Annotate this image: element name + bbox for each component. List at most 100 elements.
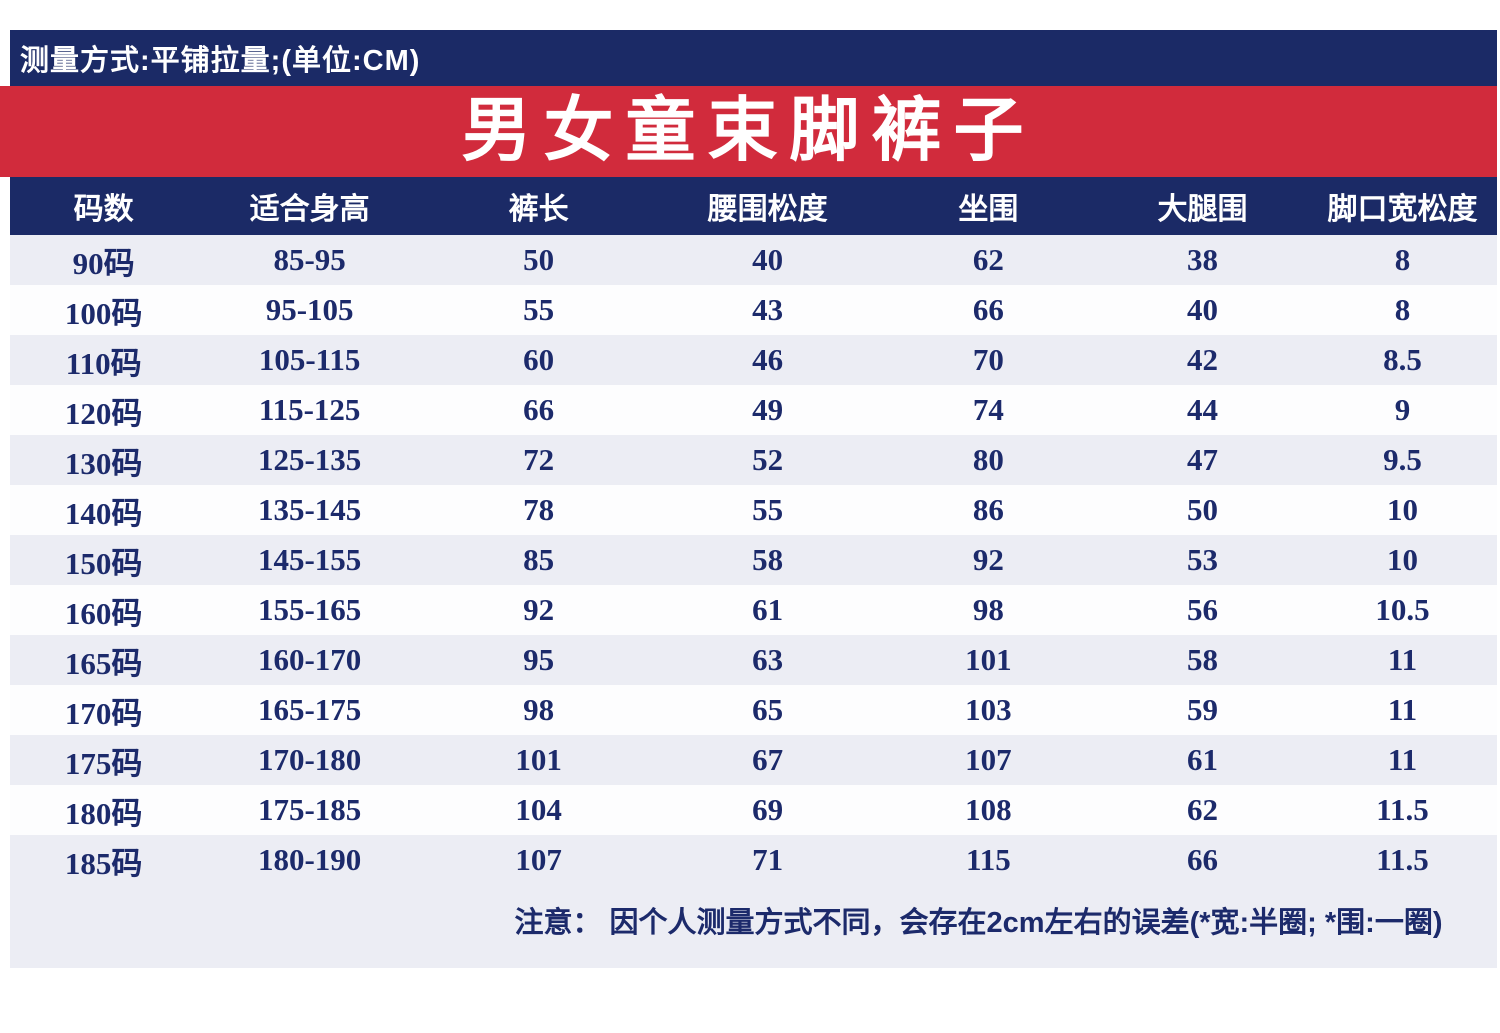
table-row: 130码 125-135 72 52 80 47 9.5 (10, 435, 1497, 485)
size-cell: 150码 (64, 545, 143, 581)
column-header-pant-length: 裤长 (508, 193, 569, 226)
value-cell: 61 (1187, 742, 1219, 777)
value-cell: 52 (752, 442, 784, 477)
value-cell: 67 (752, 742, 784, 777)
value-cell: 56 (1187, 592, 1219, 627)
value-cell: 85-95 (273, 242, 346, 277)
table-row: 180码 175-185 104 69 108 62 11.5 (10, 785, 1497, 835)
value-cell: 58 (752, 542, 784, 577)
table-body: 90码 85-95 50 40 62 38 8 100码 95-105 55 43 66 40 8 110码… (0, 235, 1500, 885)
size-cell: 140码 (64, 495, 143, 531)
column-header-size: 码数 (73, 193, 134, 226)
value-cell: 47 (1187, 442, 1219, 477)
value-cell: 60 (523, 342, 555, 377)
column-header-thigh: 大腿围 (1157, 193, 1248, 226)
value-cell: 62 (1187, 792, 1219, 827)
value-cell: 155-165 (257, 592, 362, 627)
value-cell: 38 (1187, 242, 1219, 277)
value-cell: 74 (972, 392, 1004, 427)
size-cell: 110码 (65, 345, 142, 381)
value-cell: 86 (972, 492, 1004, 527)
value-cell: 70 (972, 342, 1004, 377)
value-cell: 175-185 (257, 792, 362, 827)
value-cell: 62 (972, 242, 1004, 277)
table-row: 160码 155-165 92 61 98 56 10.5 (10, 585, 1497, 635)
value-cell: 55 (523, 292, 555, 327)
value-cell: 115-125 (258, 392, 361, 427)
measurement-method-text: 测量方式:平铺拉量;(单位:CM) (20, 45, 421, 77)
size-cell: 185码 (64, 845, 143, 881)
size-cell: 165码 (64, 645, 143, 681)
table-row: 175码 170-180 101 67 107 61 11 (10, 735, 1497, 785)
value-cell: 69 (752, 792, 784, 827)
value-cell: 160-170 (257, 642, 362, 677)
value-cell: 105-115 (258, 342, 361, 377)
value-cell: 101 (515, 742, 562, 777)
value-cell: 115 (966, 842, 1011, 877)
value-cell: 43 (752, 292, 784, 327)
value-cell: 8.5 (1383, 342, 1422, 377)
value-cell: 71 (752, 842, 784, 877)
value-cell: 145-155 (257, 542, 362, 577)
value-cell: 78 (523, 492, 555, 527)
value-cell: 108 (965, 792, 1012, 827)
value-cell: 104 (515, 792, 562, 827)
page-title: 男女童束脚裤子 (461, 92, 1036, 170)
value-cell: 9 (1394, 392, 1411, 427)
value-cell: 10.5 (1375, 592, 1430, 627)
value-cell: 165-175 (257, 692, 362, 727)
table-row: 170码 165-175 98 65 103 59 11 (10, 685, 1497, 735)
value-cell: 66 (1187, 842, 1219, 877)
size-cell: 180码 (64, 795, 143, 831)
title-banner: 男女童束脚裤子 (0, 86, 1497, 177)
value-cell: 11.5 (1376, 792, 1429, 827)
value-cell: 42 (1187, 342, 1219, 377)
value-cell: 92 (523, 592, 555, 627)
table-row: 165码 160-170 95 63 101 58 11 (10, 635, 1497, 685)
column-header-hip: 坐围 (958, 193, 1019, 226)
measurement-method-bar: 测量方式:平铺拉量;(单位:CM) (10, 30, 1497, 86)
note-row: 注意： 因个人测量方式不同，会存在2cm左右的误差(*宽:半圈; *围:一圈) (10, 885, 1497, 968)
value-cell: 10 (1387, 542, 1419, 577)
value-cell: 180-190 (257, 842, 362, 877)
value-cell: 61 (752, 592, 784, 627)
value-cell: 59 (1187, 692, 1219, 727)
value-cell: 98 (523, 692, 555, 727)
value-cell: 11.5 (1376, 842, 1429, 877)
value-cell: 11 (1387, 742, 1418, 777)
value-cell: 92 (972, 542, 1004, 577)
value-cell: 65 (752, 692, 784, 727)
value-cell: 170-180 (257, 742, 362, 777)
value-cell: 11 (1387, 692, 1418, 727)
value-cell: 50 (523, 242, 555, 277)
value-cell: 101 (965, 642, 1012, 677)
value-cell: 49 (752, 392, 784, 427)
value-cell: 66 (523, 392, 555, 427)
column-header-leg-opening: 脚口宽松度 (1327, 193, 1478, 226)
table-row: 140码 135-145 78 55 86 50 10 (10, 485, 1497, 535)
size-cell: 100码 (64, 295, 143, 331)
size-cell: 120码 (64, 395, 143, 431)
table-header-row: 码数 适合身高 裤长 腰围松度 坐围 大腿围 脚口宽松度 (10, 177, 1497, 235)
value-cell: 44 (1187, 392, 1219, 427)
value-cell: 95-105 (265, 292, 354, 327)
value-cell: 103 (965, 692, 1012, 727)
value-cell: 11 (1387, 642, 1418, 677)
value-cell: 55 (752, 492, 784, 527)
note-text: 注意： 因个人测量方式不同，会存在2cm左右的误差(*宽:半圈; *围:一圈) (514, 907, 1443, 939)
size-cell: 170码 (64, 695, 143, 731)
size-cell: 160码 (64, 595, 143, 631)
value-cell: 9.5 (1383, 442, 1422, 477)
value-cell: 135-145 (257, 492, 362, 527)
value-cell: 8 (1394, 292, 1411, 327)
size-cell: 130码 (64, 445, 143, 481)
table-row: 90码 85-95 50 40 62 38 8 (10, 235, 1497, 285)
value-cell: 107 (965, 742, 1012, 777)
table-row: 110码 105-115 60 46 70 42 8.5 (10, 335, 1497, 385)
table-row: 185码 180-190 107 71 115 66 11.5 (10, 835, 1497, 885)
value-cell: 63 (752, 642, 784, 677)
value-cell: 66 (972, 292, 1004, 327)
value-cell: 40 (1187, 292, 1219, 327)
value-cell: 95 (523, 642, 555, 677)
